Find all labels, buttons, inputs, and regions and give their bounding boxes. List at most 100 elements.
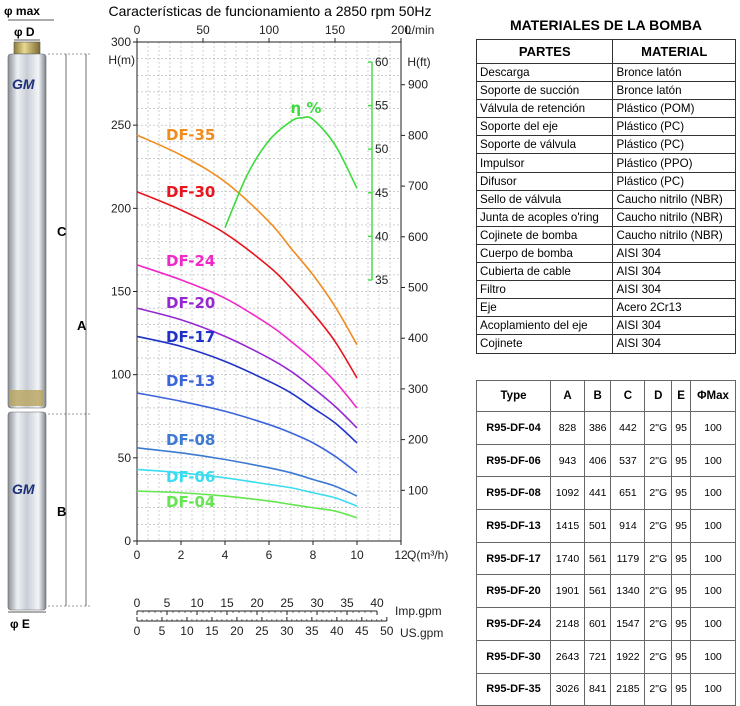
hm-tick-label: 300: [111, 35, 131, 49]
hm-tick-label: 250: [111, 118, 131, 132]
curve-df-35: [136, 134, 358, 346]
type-value-cell: 2643: [550, 639, 585, 674]
material-value-cell: Plástico (PC): [612, 117, 736, 137]
material-part-cell: Impulsor: [475, 153, 614, 173]
chart-title: Características de funcionamiento a 2850…: [109, 3, 432, 19]
lmin-axis-label: L/min: [405, 23, 434, 37]
type-value-cell: 1922: [610, 639, 646, 674]
q-tick-label: 4: [222, 548, 229, 562]
material-value-cell: Plástico (POM): [612, 99, 736, 119]
materials-row: Filtro AISI 304: [475, 280, 736, 300]
material-part-cell: Soporte de válvula: [475, 135, 614, 155]
materials-row: Cojinete de bomba Caucho nitrilo (NBR): [475, 225, 736, 245]
chart-grid: [136, 41, 402, 542]
type-value-cell: 841: [583, 672, 612, 706]
chart-axes: 0 2 4 6 8 10 12 Q(m³/h)0 50 100 150 200L/min0501001…: [108, 23, 448, 640]
materials-row: Soporte de válvula Plástico (PC): [475, 135, 736, 155]
chart-curves: [136, 116, 358, 519]
imp-axis-tick-label: 0: [134, 596, 141, 610]
type-header-cell: B: [583, 380, 612, 412]
curve-label-df-17: DF-17: [166, 328, 215, 346]
type-value-cell: 100: [690, 541, 736, 576]
type-name-cell: R95-DF-06: [476, 443, 551, 478]
type-header-cell: E: [671, 380, 692, 412]
eff-tick-label: 35: [375, 273, 389, 287]
type-value-cell: 100: [690, 443, 736, 478]
type-row: R95-DF-30 2643 721 1922 2"G 95 100: [476, 639, 736, 674]
chart-labels: DF-35 DF-30 DF-24 DF-20 DF-17 DF-13 DF-08 DF-06…: [166, 99, 321, 511]
type-value-cell: 100: [690, 639, 736, 674]
type-value-cell: 95: [671, 672, 692, 706]
material-value-cell: AISI 304: [612, 316, 736, 336]
hft-tick-label: 400: [408, 331, 428, 345]
curve-df-30: [136, 190, 358, 379]
materials-row: Impulsor Plástico (PPO): [475, 153, 736, 173]
q-tick-label: 2: [178, 548, 185, 562]
material-part-cell: Filtro: [475, 280, 614, 300]
type-value-cell: 2185: [610, 672, 646, 706]
us-axis-tick-label: 25: [255, 624, 269, 638]
type-value-cell: 2"G: [644, 639, 673, 674]
materials-row: Soporte del eje Plástico (PC): [475, 117, 736, 137]
q-tick-label: 8: [310, 548, 317, 562]
type-name-cell: R95-DF-20: [476, 574, 551, 609]
lmin-tick-label: 50: [196, 23, 210, 37]
hft-tick-label: 200: [408, 433, 428, 447]
eff-tick-label: 50: [375, 142, 389, 156]
material-value-cell: Bronce latón: [612, 62, 736, 83]
type-header-cell: C: [610, 380, 646, 412]
hft-tick-label: 300: [408, 382, 428, 396]
type-value-cell: 828: [550, 411, 585, 445]
material-part-cell: Eje: [475, 298, 614, 318]
type-row: R95-DF-13 1415 501 914 2"G 95 100: [476, 509, 736, 543]
us-axis-tick-label: 5: [159, 624, 166, 638]
q-tick-label: 10: [350, 548, 364, 562]
hft-tick-label: 500: [408, 281, 428, 295]
eff-tick-label: 60: [375, 55, 389, 69]
materials-row: Soporte de succión Bronce latón: [475, 81, 736, 101]
hm-tick-label: 150: [111, 285, 131, 299]
dimensions-table: Type A B C D E ΦMax R95-DF-04 828 386 442 2"G 95 100…: [476, 380, 736, 706]
type-value-cell: 501: [583, 509, 612, 543]
material-part-cell: Acoplamiento del eje: [475, 316, 614, 336]
type-value-cell: 721: [583, 639, 612, 674]
type-value-cell: 100: [690, 607, 736, 641]
pump-motor: [7, 411, 47, 611]
curve-label-df-24: DF-24: [166, 252, 215, 270]
imp-axis-tick-label: 25: [280, 596, 294, 610]
material-value-cell: AISI 304: [612, 280, 736, 300]
dim-a: A: [77, 318, 87, 333]
imp-axis-tick-label: 20: [250, 596, 264, 610]
type-value-cell: 100: [690, 411, 736, 445]
type-value-cell: 95: [671, 541, 692, 576]
material-value-cell: Plástico (PC): [612, 171, 736, 191]
materials-table: PARTES MATERIAL Descarga Bronce latón Sopo…: [475, 39, 736, 354]
material-value-cell: Bronce latón: [612, 81, 736, 101]
type-value-cell: 1092: [550, 476, 585, 511]
type-value-cell: 95: [671, 443, 692, 478]
hm-tick-label: 0: [124, 534, 131, 548]
materials-row: Cojinete AISI 304: [475, 334, 736, 354]
materials-header-partes: PARTES: [475, 39, 614, 64]
type-value-cell: 100: [690, 476, 736, 511]
lmin-tick-label: 150: [325, 23, 345, 37]
type-value-cell: 561: [583, 574, 612, 609]
type-header-cell: D: [644, 380, 673, 412]
us-axis-tick-label: 30: [280, 624, 294, 638]
lmin-tick-label: 200: [391, 23, 411, 37]
materials-header-material: MATERIAL: [612, 39, 736, 64]
type-row: R95-DF-24 2148 601 1547 2"G 95 100: [476, 607, 736, 641]
type-value-cell: 1179: [610, 541, 646, 576]
us-axis-tick-label: 0: [134, 624, 141, 638]
dim-phie: φ E: [10, 617, 30, 631]
material-part-cell: Soporte del eje: [475, 117, 614, 137]
type-header-cell: Type: [476, 380, 551, 412]
material-value-cell: Caucho nitrilo (NBR): [612, 189, 736, 209]
type-value-cell: 2"G: [644, 672, 673, 706]
q-tick-label: 0: [134, 548, 141, 562]
type-value-cell: 1340: [610, 574, 646, 609]
type-row: R95-DF-20 1901 561 1340 2"G 95 100: [476, 574, 736, 609]
material-value-cell: Caucho nitrilo (NBR): [612, 225, 736, 245]
imp-axis-tick-label: 35: [340, 596, 354, 610]
curve-df-04: [136, 490, 358, 519]
